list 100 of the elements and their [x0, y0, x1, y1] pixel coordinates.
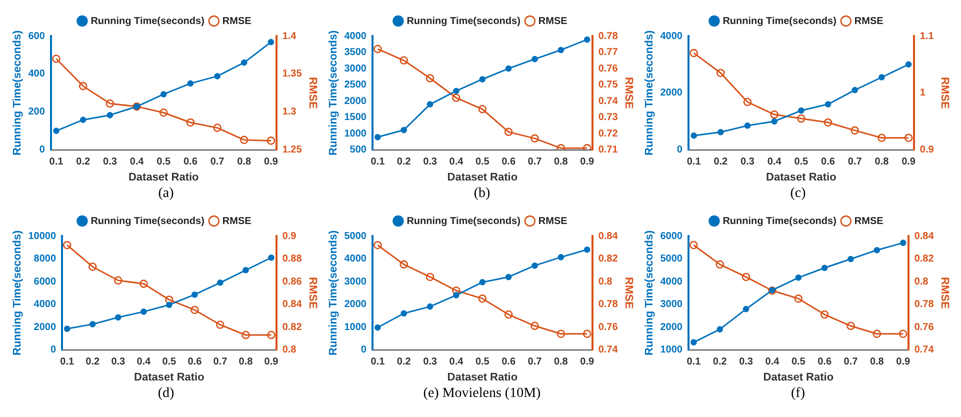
point — [821, 264, 828, 272]
point — [374, 44, 382, 54]
point — [268, 254, 274, 261]
legend-label: RMSE — [854, 16, 884, 27]
point — [852, 86, 858, 94]
y-tick-label: 4000 — [344, 30, 367, 42]
y-tick-label: 8000 — [34, 254, 56, 265]
y-tick-label: 3000 — [344, 63, 367, 74]
y2-tick-label: 1.3 — [282, 106, 297, 118]
y2-tick-label: 0.84 — [282, 299, 302, 310]
y-tick-label: 2500 — [344, 80, 367, 91]
point — [716, 326, 724, 332]
point — [743, 98, 752, 106]
point — [690, 240, 698, 250]
x-axis-title: Dataset Ratio — [134, 371, 205, 384]
y2-tick-label: 0.82 — [914, 254, 934, 265]
y-tick-label: 400 — [28, 68, 46, 80]
point — [426, 101, 434, 108]
point — [771, 118, 778, 124]
point — [530, 134, 539, 143]
point — [452, 286, 460, 295]
y2-tick-label: 0.84 — [598, 230, 618, 242]
x-tick-label: 0.4 — [136, 356, 152, 368]
x-tick-label: 0.2 — [396, 156, 412, 168]
point — [268, 38, 274, 46]
y2-axis-title: RMSE — [622, 77, 634, 109]
point — [850, 126, 859, 135]
point — [846, 322, 855, 330]
y-tick-label: 3500 — [344, 47, 367, 58]
point — [904, 134, 913, 142]
y2-tick-label: 0.74 — [914, 344, 934, 356]
legend-label: RMSE — [538, 16, 568, 27]
x-tick-label: 0.2 — [86, 356, 100, 368]
point — [400, 126, 408, 134]
x-tick-label: 0.8 — [237, 156, 252, 168]
point — [690, 132, 697, 139]
point — [874, 246, 880, 254]
legend-label: RMSE — [538, 216, 568, 227]
point — [770, 110, 778, 119]
point — [556, 330, 566, 338]
x-tick-label: 0.1 — [686, 156, 702, 168]
x-tick-label: 0.3 — [111, 356, 126, 368]
y-axis-title: Running Time(seconds) — [12, 30, 24, 156]
x-tick-label: 0.5 — [162, 356, 177, 368]
point — [140, 308, 147, 315]
x-tick-label: 0.6 — [502, 156, 516, 168]
y2-tick-label: 0.71 — [598, 144, 618, 156]
x-tick-label: 0.8 — [554, 356, 568, 368]
y2-tick-label: 0.82 — [598, 254, 618, 265]
point — [426, 74, 434, 82]
point — [240, 59, 248, 66]
point — [530, 322, 539, 330]
x-axis-title: Dataset Ratio — [447, 171, 518, 184]
y-tick-label: 6000 — [34, 276, 56, 288]
y2-tick-label: 0.88 — [282, 254, 302, 265]
point — [504, 128, 513, 136]
point — [478, 294, 487, 303]
point — [374, 324, 381, 331]
point — [479, 76, 486, 82]
legend-label: Running Time(seconds) — [90, 216, 204, 227]
point — [400, 260, 408, 269]
legend-label: Running Time(seconds) — [406, 16, 520, 27]
point — [426, 272, 434, 282]
y-tick-label: 10000 — [28, 230, 56, 242]
point — [426, 303, 434, 310]
x-tick-label: 0.1 — [49, 156, 64, 168]
x-tick-label: 0.7 — [210, 156, 225, 168]
point — [900, 240, 906, 246]
x-tick-label: 0.5 — [475, 356, 490, 368]
y-axis-title: Running Time(seconds) — [644, 230, 656, 356]
point — [53, 128, 60, 134]
x-tick-label: 0.7 — [844, 356, 858, 368]
x-tick-label: 0.7 — [213, 356, 228, 368]
point — [794, 294, 803, 303]
point — [217, 280, 224, 286]
x-axis-title: Dataset Ratio — [447, 371, 518, 384]
point — [905, 61, 912, 68]
x-tick-label: 0.3 — [740, 156, 755, 168]
x-tick-label: 0.8 — [238, 356, 254, 368]
point — [558, 46, 564, 54]
y-tick-label: 2000 — [660, 88, 683, 99]
y-tick-label: 4000 — [660, 30, 683, 42]
x-tick-label: 0.1 — [60, 356, 74, 368]
x-tick-label: 0.5 — [156, 156, 171, 168]
y-tick-label: 4000 — [660, 276, 683, 288]
x-tick-label: 0.2 — [396, 356, 412, 368]
x-tick-label: 0.4 — [130, 156, 144, 168]
point — [114, 314, 122, 321]
point — [453, 88, 460, 94]
y2-tick-label: 0.82 — [282, 322, 302, 333]
y-tick-label: 0 — [676, 144, 683, 156]
y2-tick-label: 0.72 — [598, 128, 618, 140]
x-tick-label: 0.5 — [794, 156, 809, 168]
text: (a) — [157, 185, 175, 203]
point — [848, 256, 854, 262]
y-tick-label: 5000 — [344, 230, 367, 242]
y-tick-label: 0 — [39, 144, 46, 156]
point — [89, 321, 96, 328]
point — [872, 330, 882, 338]
point — [878, 74, 885, 80]
